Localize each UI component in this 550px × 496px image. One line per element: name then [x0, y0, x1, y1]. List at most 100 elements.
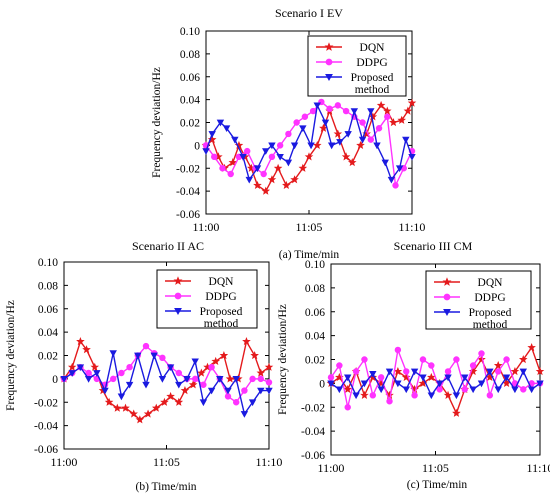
data-point-dqn: [207, 135, 217, 144]
x-tick-label: 11:05: [422, 461, 449, 475]
data-point-ddpg: [268, 153, 276, 161]
data-point-proposed: [369, 370, 377, 378]
data-point-dqn: [282, 180, 291, 190]
data-point-ddpg: [436, 386, 443, 393]
data-point-proposed: [321, 119, 330, 127]
data-point-dqn: [298, 163, 308, 172]
data-point-ddpg: [377, 374, 385, 381]
series-proposed: [327, 368, 544, 400]
series-dqn: [59, 336, 274, 424]
data-point-ddpg: [200, 381, 207, 388]
data-point-ddpg: [241, 387, 248, 394]
data-point-proposed: [299, 125, 307, 133]
y-axis-label: Frequency deviation/Hz: [151, 67, 163, 178]
chart-panel-3: Scenario III CM -0.06 -0.04 -0.02 0 0.02 0.04 0…: [277, 239, 550, 491]
data-point-dqn: [510, 366, 520, 376]
data-point-ddpg: [375, 124, 383, 132]
chart-panel-2: Scenario II AC -0.06 -0.04 -0.02 0 0.02 0.04 0.…: [5, 239, 282, 493]
data-point-proposed: [360, 380, 369, 388]
legend-marker-dqn: [324, 42, 334, 51]
x-axis-label: (b) Time/min: [135, 481, 196, 493]
data-point-proposed: [216, 376, 224, 383]
series-dqn: [326, 343, 545, 417]
data-point-proposed: [257, 387, 265, 395]
legend-label-ddpg: DDPG: [474, 292, 505, 304]
data-point-proposed: [199, 399, 208, 407]
series-proposed: [60, 350, 273, 418]
data-point-ddpg: [208, 363, 215, 371]
data-point-ddpg: [327, 374, 335, 381]
legend-label-proposed: method: [355, 84, 390, 96]
data-point-ddpg: [326, 105, 333, 112]
data-point-dqn: [304, 152, 314, 161]
data-point-dqn: [180, 386, 190, 395]
data-point-ddpg: [419, 356, 427, 363]
y-tick-label: 0.06: [305, 307, 325, 319]
data-point-proposed: [408, 153, 416, 161]
data-point-proposed: [395, 165, 404, 173]
legend-label-ddpg: DDPG: [205, 291, 236, 303]
series-line-proposed: [63, 352, 269, 416]
data-point-ddpg: [494, 368, 502, 375]
data-point-dqn: [343, 384, 352, 393]
data-point-proposed: [344, 374, 352, 382]
y-tick-label: -0.02: [301, 402, 325, 414]
data-point-ddpg: [344, 404, 351, 411]
legend-label-dqn: DQN: [360, 42, 386, 54]
data-point-proposed: [76, 364, 85, 372]
x-tick-label: 11:00: [193, 220, 220, 234]
data-point-proposed: [373, 142, 381, 150]
y-tick-label: -0.04: [301, 426, 325, 438]
data-point-dqn: [67, 362, 77, 371]
data-point-dqn: [211, 356, 220, 365]
y-tick-label: -0.02: [176, 163, 200, 175]
data-point-ddpg: [386, 398, 393, 405]
data-point-ddpg: [352, 368, 360, 375]
data-point-dqn: [253, 180, 262, 190]
data-point-dqn: [174, 397, 184, 406]
data-point-proposed: [117, 393, 126, 401]
data-point-dqn: [341, 152, 351, 161]
data-point-proposed: [248, 399, 257, 407]
data-point-ddpg: [394, 346, 402, 354]
data-point-ddpg: [191, 375, 199, 383]
data-point-ddpg: [403, 368, 410, 375]
data-point-proposed: [352, 392, 360, 400]
data-point-proposed: [158, 376, 167, 383]
data-point-dqn: [113, 403, 122, 412]
data-point-ddpg: [342, 107, 350, 115]
data-point-dqn: [468, 366, 478, 376]
data-point-proposed: [435, 380, 444, 388]
data-point-proposed: [327, 142, 336, 150]
data-point-ddpg: [301, 113, 309, 121]
data-point-ddpg: [336, 362, 343, 369]
data-point-proposed: [276, 153, 284, 161]
data-point-ddpg: [285, 130, 292, 138]
data-point-ddpg: [503, 356, 510, 363]
data-point-dqn: [160, 397, 169, 406]
data-point-ddpg: [444, 368, 452, 375]
data-point-ddpg: [384, 113, 391, 121]
data-point-proposed: [60, 376, 68, 383]
data-point-ddpg: [428, 362, 435, 369]
data-point-ddpg: [142, 342, 150, 350]
x-axis-label: (a) Time/min: [279, 249, 340, 261]
data-point-proposed: [284, 159, 293, 167]
data-point-proposed: [175, 381, 183, 389]
data-point-proposed: [231, 136, 239, 144]
data-point-proposed: [142, 381, 150, 389]
data-point-proposed: [350, 108, 359, 115]
data-point-ddpg: [369, 392, 377, 399]
data-point-proposed: [469, 386, 477, 394]
data-point-proposed: [207, 387, 216, 395]
data-point-ddpg: [486, 392, 494, 399]
data-point-proposed: [208, 131, 216, 138]
data-point-proposed: [519, 368, 527, 376]
data-point-dqn: [76, 336, 85, 346]
data-point-proposed: [93, 370, 101, 377]
y-tick-label: -0.06: [301, 450, 325, 462]
data-point-proposed: [502, 374, 511, 382]
data-point-proposed: [358, 136, 367, 144]
